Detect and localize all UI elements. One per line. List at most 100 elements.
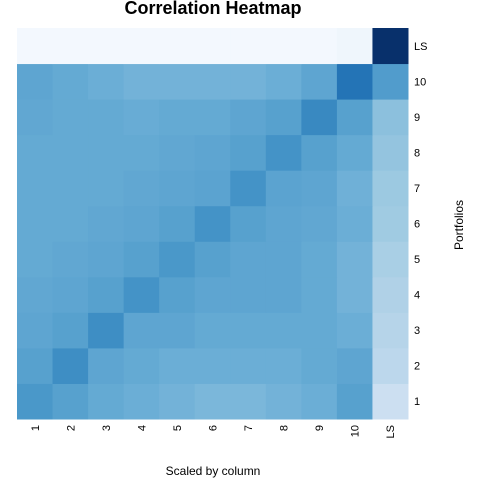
heatmap-cell-1-9 — [301, 383, 338, 420]
heatmap-cell-5-10 — [336, 241, 373, 278]
x-tick-label: 4 — [136, 425, 148, 431]
heatmap-cell-5-2 — [52, 241, 89, 278]
x-tick-labels: 1 2 3 4 5 6 7 8 9 10 LS — [30, 425, 397, 438]
heatmap-cell-4-1 — [17, 276, 54, 313]
heatmap-cell-1-1 — [17, 383, 54, 420]
heatmap-cell-6-5 — [159, 205, 196, 242]
y-tick-label: 10 — [414, 76, 426, 88]
y-tick-labels: 1 2 3 4 5 6 7 8 9 10 LS — [414, 41, 427, 408]
heatmap-cell-6-9 — [301, 205, 338, 242]
heatmap-cell-3-2 — [52, 312, 89, 349]
heatmap-cell-7-LS — [372, 170, 409, 207]
heatmap-cell-3-9 — [301, 312, 338, 349]
heatmap-cell-10-10 — [336, 63, 373, 100]
y-tick-label: 8 — [414, 147, 420, 159]
heatmap-cell-1-5 — [159, 383, 196, 420]
heatmap-cell-5-6 — [194, 241, 231, 278]
heatmap-cell-8-8 — [265, 134, 302, 171]
heatmap-cell-6-1 — [17, 205, 54, 242]
heatmap-cell-10-3 — [88, 63, 125, 100]
heatmap-cell-4-2 — [52, 276, 89, 313]
heatmap-cell-1-6 — [194, 383, 231, 420]
heatmap-cell-3-3 — [88, 312, 125, 349]
heatmap-cell-LS-2 — [52, 28, 89, 65]
heatmap-cell-9-LS — [372, 99, 409, 136]
heatmap-cell-10-LS — [372, 63, 409, 100]
heatmap-cell-3-4 — [123, 312, 160, 349]
heatmap-cell-10-5 — [159, 63, 196, 100]
heatmap-cell-9-1 — [17, 99, 54, 136]
heatmap-cell-9-3 — [88, 99, 125, 136]
heatmap-cell-4-7 — [230, 276, 267, 313]
heatmap-cell-10-2 — [52, 63, 89, 100]
x-tick-label: 10 — [350, 425, 362, 437]
y-axis-label: Portfolios — [452, 200, 466, 250]
heatmap-cell-4-9 — [301, 276, 338, 313]
heatmap-cell-2-3 — [88, 347, 125, 384]
heatmap-cell-5-8 — [265, 241, 302, 278]
heatmap-cell-2-7 — [230, 347, 267, 384]
y-tick-label: 3 — [414, 325, 420, 337]
heatmap-cell-LS-10 — [336, 28, 373, 65]
y-tick-label: LS — [414, 41, 427, 53]
heatmap-cell-4-4 — [123, 276, 160, 313]
heatmap-cell-1-4 — [123, 383, 160, 420]
heatmap-cell-LS-8 — [265, 28, 302, 65]
heatmap-cell-1-7 — [230, 383, 267, 420]
heatmap-cell-6-4 — [123, 205, 160, 242]
chart-title: Correlation Heatmap — [124, 0, 301, 18]
heatmap-cell-7-3 — [88, 170, 125, 207]
heatmap-cell-3-6 — [194, 312, 231, 349]
heatmap-cell-1-3 — [88, 383, 125, 420]
heatmap-cell-10-8 — [265, 63, 302, 100]
y-tick-label: 4 — [414, 290, 420, 302]
heatmap-cell-2-5 — [159, 347, 196, 384]
heatmap-cell-LS-LS — [372, 28, 409, 65]
x-tick-label: 2 — [65, 425, 77, 431]
heatmap-cell-3-1 — [17, 312, 54, 349]
heatmap-cell-4-3 — [88, 276, 125, 313]
heatmap-cell-5-LS — [372, 241, 409, 278]
heatmap-cell-1-10 — [336, 383, 373, 420]
x-axis-label: Scaled by column — [166, 464, 261, 478]
heatmap-cell-LS-3 — [88, 28, 125, 65]
x-tick-label: 6 — [208, 425, 220, 431]
heatmap-cell-9-6 — [194, 99, 231, 136]
heatmap-cell-6-8 — [265, 205, 302, 242]
heatmap-cell-7-2 — [52, 170, 89, 207]
x-tick-label: 9 — [314, 425, 326, 431]
heatmap-cell-9-8 — [265, 99, 302, 136]
x-tick-label: 7 — [243, 425, 255, 431]
heatmap-cell-7-6 — [194, 170, 231, 207]
heatmap-cell-8-10 — [336, 134, 373, 171]
heatmap-cell-9-5 — [159, 99, 196, 136]
y-tick-label: 9 — [414, 112, 420, 124]
heatmap-cell-3-LS — [372, 312, 409, 349]
heatmap-cell-8-1 — [17, 134, 54, 171]
heatmap-cell-8-6 — [194, 134, 231, 171]
heatmap-cell-6-10 — [336, 205, 373, 242]
heatmap-cell-5-4 — [123, 241, 160, 278]
x-tick-label: 3 — [101, 425, 113, 431]
heatmap-cell-5-3 — [88, 241, 125, 278]
heatmap-cell-9-2 — [52, 99, 89, 136]
heatmap-cell-LS-5 — [159, 28, 196, 65]
heatmap-cell-6-7 — [230, 205, 267, 242]
heatmap-cell-9-4 — [123, 99, 160, 136]
heatmap-cell-4-5 — [159, 276, 196, 313]
heatmap-cell-8-9 — [301, 134, 338, 171]
heatmap-cell-3-8 — [265, 312, 302, 349]
heatmap-cell-LS-6 — [194, 28, 231, 65]
y-tick-label: 2 — [414, 361, 420, 373]
heatmap-cell-6-LS — [372, 205, 409, 242]
heatmap-cell-4-LS — [372, 276, 409, 313]
heatmap-cells — [17, 28, 409, 420]
heatmap-cell-LS-4 — [123, 28, 160, 65]
heatmap-cell-7-8 — [265, 170, 302, 207]
heatmap-cell-3-10 — [336, 312, 373, 349]
heatmap-cell-LS-1 — [17, 28, 54, 65]
heatmap-cell-4-10 — [336, 276, 373, 313]
heatmap-cell-4-8 — [265, 276, 302, 313]
heatmap-cell-8-4 — [123, 134, 160, 171]
heatmap-cell-2-10 — [336, 347, 373, 384]
